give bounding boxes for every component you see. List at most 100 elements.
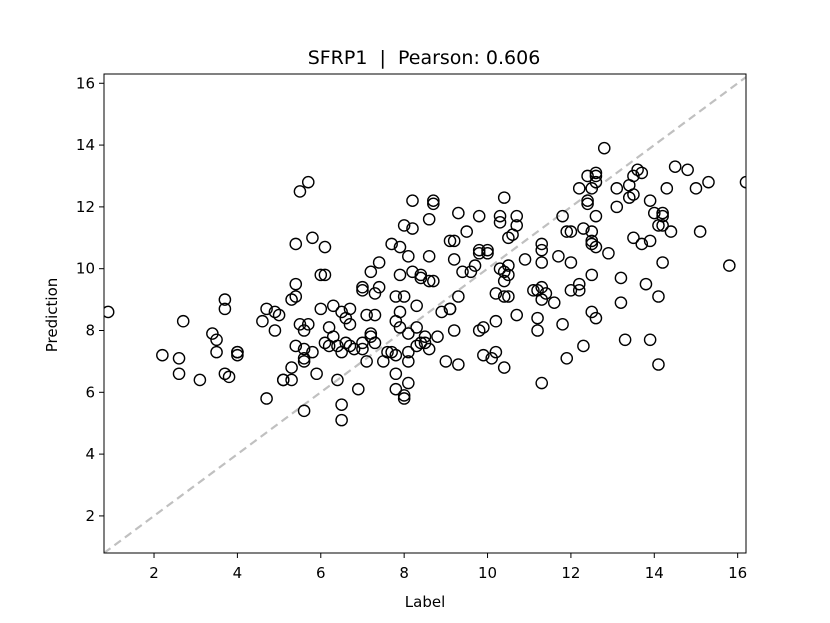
x-tick-label: 6 [316,564,326,582]
plot-frame [103,73,747,554]
data-point [389,348,403,362]
data-point [585,225,599,238]
data-point [335,413,348,427]
data-point [356,342,369,356]
data-point [418,336,432,350]
data-point [452,206,465,220]
y-tick-label: 10 [76,260,95,278]
data-point [581,194,594,208]
data-point [477,321,490,334]
data-point [656,206,669,220]
data-point [318,268,332,282]
data-point [422,212,436,226]
data-point [297,355,311,368]
data-point [602,246,615,260]
data-point [393,240,407,254]
data-point [301,175,315,189]
data-point [256,314,269,328]
data-point [210,333,223,347]
data-point [497,265,511,279]
data-point [172,352,186,365]
data-point [356,280,369,294]
data-point [402,250,415,263]
data-point [547,296,561,309]
data-point [427,197,440,211]
x-tick-label: 4 [233,564,243,582]
data-point [343,339,357,353]
data-points [104,141,746,427]
data-point [560,352,574,365]
data-point [351,382,365,396]
data-point [306,231,319,245]
data-point [335,305,348,319]
data-point [627,231,640,245]
data-point [289,237,303,251]
data-point [218,302,232,316]
data-point [285,373,298,387]
data-point [385,237,398,251]
data-point [560,225,574,238]
data-point [393,268,407,282]
x-axis-label: Label [405,593,445,611]
data-point [552,250,565,263]
data-point [443,234,457,248]
data-point [368,287,382,300]
data-point [610,182,624,195]
data-point [218,367,232,381]
data-point [402,345,415,359]
data-point [176,314,190,328]
data-point [702,175,715,189]
data-point [389,382,403,396]
data-point [489,345,503,359]
data-point [660,182,674,195]
data-point [393,321,407,334]
data-point [556,318,569,331]
data-point [739,175,746,189]
data-point [452,358,465,371]
data-point [206,327,219,340]
data-point [268,305,282,319]
data-point [589,169,603,183]
data-point [635,237,649,251]
data-point [418,330,432,343]
data-point [652,290,665,303]
data-point [535,243,549,257]
data-point [231,348,244,362]
y-axis-label: Prediction [43,278,61,353]
data-point [485,352,499,365]
data-point [564,256,578,269]
data-point [297,404,311,418]
data-point [260,392,273,405]
data-point [589,240,603,254]
data-point [502,268,515,282]
data-point [539,287,553,300]
data-point [589,175,603,189]
data-point [360,355,373,368]
data-point [585,268,599,282]
data-point [364,330,378,343]
data-point [656,219,669,232]
data-point [477,348,490,362]
data-point [393,305,407,319]
data-point [572,284,586,297]
data-point [618,333,632,347]
data-point [585,305,599,319]
data-point [589,311,603,325]
y-tick-label: 14 [76,136,95,154]
data-point [406,222,419,235]
data-point [493,216,507,229]
data-point [297,352,311,365]
data-point [293,185,307,198]
data-point [610,200,624,214]
data-point [581,169,594,183]
data-point [643,194,657,208]
data-point [397,290,411,303]
data-point [535,256,549,269]
data-point [210,345,223,359]
data-point [572,182,586,195]
data-point [464,265,478,279]
data-point [627,169,640,183]
data-point [497,191,511,204]
chart-title: SFRP1 | Pearson: 0.606 [308,47,541,69]
data-point [585,234,599,248]
